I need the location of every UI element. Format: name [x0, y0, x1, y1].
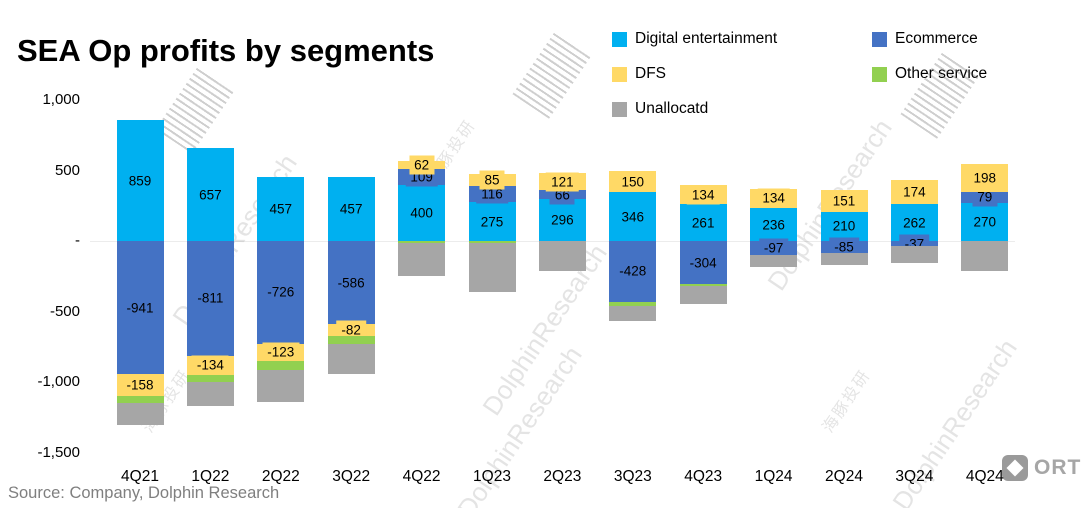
bar-value-label: -82: [336, 320, 366, 340]
legend-swatch-ecommerce-icon: [872, 31, 887, 47]
legend-label: Unallocatd: [635, 100, 709, 117]
bar-value-label: 270: [968, 212, 1002, 232]
bar-value-label: -941: [121, 298, 159, 318]
bar-value-label: 79: [972, 187, 998, 207]
bar-segment-2q22-other-service: [257, 361, 305, 370]
x-axis-label: 1Q24: [754, 468, 793, 485]
source-note: Source: Company, Dolphin Research: [8, 484, 280, 502]
legend-item-unallocated: Unallocatd: [612, 100, 708, 118]
bar-segment-2q22-unallocatd: [257, 369, 305, 403]
bar-value-label: 151: [827, 191, 861, 211]
y-axis-tick: -500: [49, 302, 80, 320]
legend-swatch-unallocated-icon: [612, 101, 627, 117]
x-axis-label: 4Q21: [121, 468, 159, 485]
bar-value-label: -97: [758, 238, 789, 258]
bar-value-label: 457: [264, 199, 298, 219]
y-axis-tick: -1,000: [37, 373, 80, 391]
legend-item-other-service: Other service: [872, 65, 987, 83]
bar-value-label: 236: [757, 215, 790, 235]
y-axis-tick: -1,500: [37, 444, 80, 461]
bar-segment-4q22-other-service: [398, 241, 446, 244]
bar-segment-3q22-other-service: [327, 335, 375, 344]
legend-label: DFS: [635, 65, 666, 82]
bar-value-label: -726: [262, 282, 300, 302]
y-axis-tick: -: [75, 232, 80, 250]
legend-swatch-dfs-icon: [612, 66, 627, 82]
bar-value-label: 134: [686, 185, 720, 205]
x-axis-label: 1Q22: [191, 468, 230, 485]
bar-value-label: 262: [898, 213, 931, 233]
bar-value-label: 657: [194, 185, 227, 205]
bar-value-label: -158: [121, 375, 159, 395]
x-axis-label: 3Q24: [895, 468, 934, 485]
x-axis-label: 4Q23: [684, 468, 723, 485]
bar-value-label: 134: [757, 188, 790, 208]
bar-value-label: 261: [686, 213, 720, 233]
bar-value-label: -134: [191, 355, 229, 375]
legend-item-ecommerce: Ecommerce: [872, 30, 978, 48]
x-axis-label: 4Q24: [965, 468, 1004, 485]
legend-label: Ecommerce: [895, 30, 978, 47]
bar-segment-1q23-unallocatd: [468, 242, 516, 293]
bar-segment-4q22-unallocatd: [398, 243, 446, 276]
legend-item-digital-entertainment: Digital entertainment: [612, 30, 777, 48]
legend-label: Other service: [895, 65, 988, 82]
legend-swatch-other-service-icon: [872, 66, 887, 82]
longport-logo-icon: [1002, 455, 1028, 481]
legend-item-dfs: DFS: [612, 65, 666, 83]
chart-title: SEA Op profits by segments: [17, 32, 435, 68]
bar-value-label: -428: [614, 261, 652, 281]
bar-segment-1q24-unallocatd: [750, 254, 798, 268]
bar-value-label: -123: [262, 342, 300, 362]
longport-logo-text: ORT: [1034, 456, 1081, 479]
bar-segment-3q24-unallocatd: [890, 246, 938, 264]
bar-value-label: -586: [332, 273, 370, 293]
bar-value-label: 174: [898, 182, 931, 202]
y-axis-tick: 1,000: [42, 91, 80, 108]
x-axis-label: 2Q22: [261, 468, 300, 485]
bar-value-label: 296: [546, 210, 579, 230]
bar-value-label: 275: [475, 212, 509, 232]
watermark-barcode: [155, 66, 235, 154]
x-axis-label: 2Q23: [543, 468, 582, 485]
y-axis-tick: 500: [54, 161, 80, 179]
bar-value-label: -304: [684, 253, 722, 273]
bar-segment-2q23-unallocatd: [538, 241, 586, 271]
bar-value-label: -811: [192, 288, 229, 308]
x-axis-label: 3Q23: [613, 468, 652, 485]
x-axis-label: 4Q22: [402, 468, 441, 485]
bar-segment-1q22-unallocatd: [186, 381, 234, 407]
bar-value-label: 121: [546, 172, 579, 192]
x-axis-label: 1Q23: [473, 468, 511, 485]
bar-segment-1q22-other-service: [186, 374, 234, 382]
watermark: 海豚投研: [819, 366, 875, 437]
bar-segment-4q21-unallocatd: [116, 403, 164, 426]
bar-segment-4q21-other-service: [116, 396, 164, 404]
longport-logo: ORT: [1002, 455, 1081, 481]
bar-value-label: 85: [479, 170, 505, 190]
bar-value-label: 62: [409, 155, 435, 175]
x-axis-label: 3Q22: [332, 468, 371, 485]
bar-value-label: 210: [827, 216, 861, 236]
watermark-barcode: [512, 31, 592, 119]
legend-swatch-digital-entertainment-icon: [612, 31, 627, 47]
bar-segment-3q23-unallocatd: [609, 305, 657, 321]
legend-label: Digital entertainment: [635, 30, 778, 47]
bar-value-label: 457: [334, 199, 368, 219]
bar-segment-2q24-unallocatd: [820, 253, 868, 266]
bar-value-label: 150: [616, 172, 650, 192]
bar-value-label: 346: [616, 207, 650, 227]
bar-value-label: -85: [829, 237, 859, 257]
bar-value-label: 198: [968, 168, 1002, 188]
bar-segment-3q23-other-service: [609, 301, 657, 306]
bar-segment-4q23-other-service: [679, 284, 727, 286]
x-axis-label: 2Q24: [825, 468, 863, 485]
bar-value-label: 400: [405, 203, 438, 223]
bar-segment-3q22-unallocatd: [327, 343, 375, 374]
bar-segment-4q23-unallocatd: [679, 285, 727, 304]
bar-value-label: 859: [123, 171, 157, 191]
bar-segment-1q23-other-service: [468, 241, 516, 243]
bar-segment-4q24-unallocatd: [961, 241, 1009, 271]
